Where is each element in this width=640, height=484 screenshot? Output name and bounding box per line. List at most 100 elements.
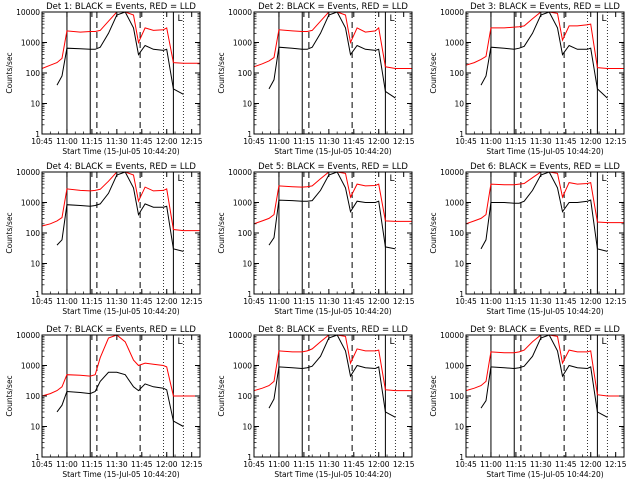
x-tick-label: 10:45 [455, 460, 477, 469]
y-axis-label: Counts/sec [5, 375, 14, 416]
x-tick-label: 12:15 [605, 297, 627, 306]
chart-panel-1: Det 1: BLACK = Events, RED = LLD L 1 10 100 1… [5, 2, 203, 156]
x-tick-label: 10:45 [31, 137, 53, 146]
series-line-lld [253, 171, 412, 225]
series-line-lld [465, 334, 624, 397]
x-axis-label: Start Time (15-Jul-05 10:44:20) [486, 470, 603, 479]
y-axis-label: Counts/sec [5, 212, 14, 253]
x-tick-label: 11:30 [530, 297, 552, 306]
series-line-events [268, 11, 396, 99]
plot-frame [465, 334, 625, 458]
y-tick-label: 1 [35, 290, 40, 299]
x-tick-label: 11:00 [480, 460, 502, 469]
chart-title: Det 9: BLACK = Events, RED = LLD [470, 325, 620, 335]
y-tick-label: 10 [242, 100, 252, 109]
y-tick-label: 10 [454, 260, 464, 269]
chart-title: Det 1: BLACK = Events, RED = LLD [46, 2, 196, 12]
x-tick-label: 11:45 [131, 460, 153, 469]
chart-panel-9: Det 9: BLACK = Events, RED = LLD L 1 10 100 1… [429, 325, 627, 479]
y-tick-label: 1000 [21, 39, 40, 48]
y-tick-label: 10000 [16, 331, 40, 340]
x-tick-label: 11:45 [131, 297, 153, 306]
x-tick-label: 11:00 [480, 137, 502, 146]
chart-panel-8: Det 8: BLACK = Events, RED = LLD L 1 10 100 1… [217, 325, 415, 479]
series-line-lld [253, 11, 412, 69]
y-tick-label: 10000 [16, 168, 40, 177]
x-tick-label: 12:00 [368, 297, 390, 306]
x-tick-label: 12:00 [368, 137, 390, 146]
x-tick-label: 11:30 [106, 137, 128, 146]
y-tick-label: 100 [238, 229, 253, 238]
chart-panel-5: Det 5: BLACK = Events, RED = LLD L 1 10 100 1… [217, 162, 415, 316]
x-axis-label: Start Time (15-Jul-05 10:44:20) [62, 470, 179, 479]
x-axis-label: Start Time (15-Jul-05 10:44:20) [62, 307, 179, 316]
legend-mark: L [601, 14, 606, 24]
chart-panel-7: Det 7: BLACK = Events, RED = LLD L 1 10 100 1… [5, 325, 203, 479]
y-tick-label: 100 [26, 69, 41, 78]
x-tick-label: 12:15 [605, 137, 627, 146]
series-line-lld [253, 334, 412, 392]
chart-title: Det 4: BLACK = Events, RED = LLD [46, 162, 196, 172]
y-tick-label: 100 [238, 392, 253, 401]
chart-title: Det 6: BLACK = Events, RED = LLD [470, 162, 620, 172]
x-tick-label: 11:45 [131, 137, 153, 146]
series-line-lld [41, 171, 200, 232]
x-tick-label: 11:30 [530, 460, 552, 469]
x-tick-label: 11:00 [56, 297, 78, 306]
chart-panel-4: Det 4: BLACK = Events, RED = LLD L 1 10 100 1… [5, 162, 203, 316]
x-tick-label: 12:00 [156, 297, 178, 306]
x-tick-label: 11:45 [343, 460, 365, 469]
series-line-events [56, 371, 184, 427]
series-line-lld [41, 334, 200, 397]
x-tick-label: 11:30 [318, 460, 340, 469]
y-tick-label: 10000 [440, 8, 464, 17]
series-line-events [268, 171, 396, 250]
y-tick-label: 10000 [16, 8, 40, 17]
series-line-lld [465, 171, 624, 225]
x-tick-label: 11:15 [293, 297, 315, 306]
x-axis-label: Start Time (15-Jul-05 10:44:20) [486, 147, 603, 156]
legend-mark: L [389, 174, 394, 184]
x-tick-label: 11:45 [343, 137, 365, 146]
chart-title: Det 5: BLACK = Events, RED = LLD [258, 162, 408, 172]
x-tick-label: 12:00 [580, 297, 602, 306]
x-tick-label: 10:45 [243, 460, 265, 469]
x-tick-label: 10:45 [455, 297, 477, 306]
y-tick-label: 10000 [228, 168, 252, 177]
x-tick-label: 12:15 [605, 460, 627, 469]
legend-mark: L [177, 337, 182, 347]
x-tick-label: 10:45 [243, 137, 265, 146]
y-tick-label: 1 [247, 130, 252, 139]
y-tick-label: 1000 [233, 199, 252, 208]
y-tick-label: 100 [450, 69, 465, 78]
series-line-events [480, 171, 608, 252]
x-tick-label: 12:00 [156, 137, 178, 146]
x-axis-label: Start Time (15-Jul-05 10:44:20) [274, 147, 391, 156]
legend-mark: L [601, 174, 606, 184]
legend-mark: L [177, 174, 182, 184]
x-tick-label: 12:00 [368, 460, 390, 469]
x-tick-label: 12:00 [580, 137, 602, 146]
y-axis-label: Counts/sec [429, 375, 438, 416]
x-tick-label: 11:30 [106, 297, 128, 306]
x-tick-label: 11:15 [293, 460, 315, 469]
y-tick-label: 10000 [440, 331, 464, 340]
legend-mark: L [177, 14, 182, 24]
y-tick-label: 10 [30, 100, 40, 109]
x-tick-label: 11:00 [268, 297, 290, 306]
x-tick-label: 10:45 [243, 297, 265, 306]
y-tick-label: 100 [450, 229, 465, 238]
y-tick-label: 1000 [445, 39, 464, 48]
legend-mark: L [389, 337, 394, 347]
chart-title: Det 8: BLACK = Events, RED = LLD [258, 325, 408, 335]
x-tick-label: 11:30 [318, 297, 340, 306]
y-axis-label: Counts/sec [429, 52, 438, 93]
x-axis-label: Start Time (15-Jul-05 10:44:20) [274, 470, 391, 479]
series-line-events [56, 11, 184, 95]
y-tick-label: 1 [459, 453, 464, 462]
x-tick-label: 11:00 [56, 460, 78, 469]
y-tick-label: 1000 [21, 362, 40, 371]
x-tick-label: 12:15 [181, 460, 203, 469]
